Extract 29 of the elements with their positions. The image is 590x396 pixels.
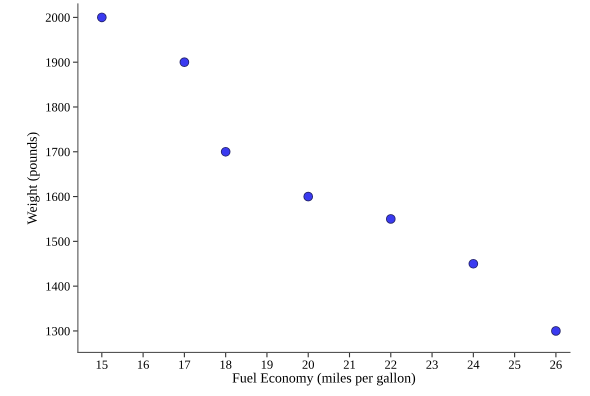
x-tick-label: 26 [550, 360, 562, 369]
x-tick-label: 20 [302, 360, 314, 369]
point [303, 192, 314, 202]
x-tick-label: 25 [508, 360, 520, 369]
y-tick-label: 1900 [46, 58, 70, 67]
y-tick-label: 1700 [46, 148, 70, 156]
y-tick-label: 1600 [46, 192, 70, 202]
x-tick-label: 21 [344, 360, 356, 369]
y-tick-label: 1500 [46, 237, 70, 246]
y-tick-label: 1400 [46, 282, 70, 291]
point [551, 326, 561, 336]
x-axis-title: Fuel Economy (miles per gallon) [232, 372, 416, 386]
y-axis-title: Weight (pounds) [27, 132, 40, 224]
x-tick-label: 15 [96, 360, 108, 369]
point [220, 146, 230, 157]
point [97, 12, 107, 22]
y-tick-label: 1800 [46, 103, 70, 112]
x-tick-label: 16 [138, 360, 149, 369]
y-tick-label: 1300 [46, 326, 70, 336]
point [386, 214, 396, 224]
point [180, 57, 190, 67]
point [468, 258, 478, 269]
y-tick-label: 2000 [46, 13, 70, 22]
x-tick-label: 17 [179, 360, 190, 369]
x-tick-label: 24 [468, 360, 480, 369]
x-tick-label: 18 [220, 360, 232, 369]
x-tick-label: 19 [262, 360, 273, 369]
x-tick-label: 22 [385, 360, 396, 369]
x-tick-label: 23 [426, 360, 438, 369]
